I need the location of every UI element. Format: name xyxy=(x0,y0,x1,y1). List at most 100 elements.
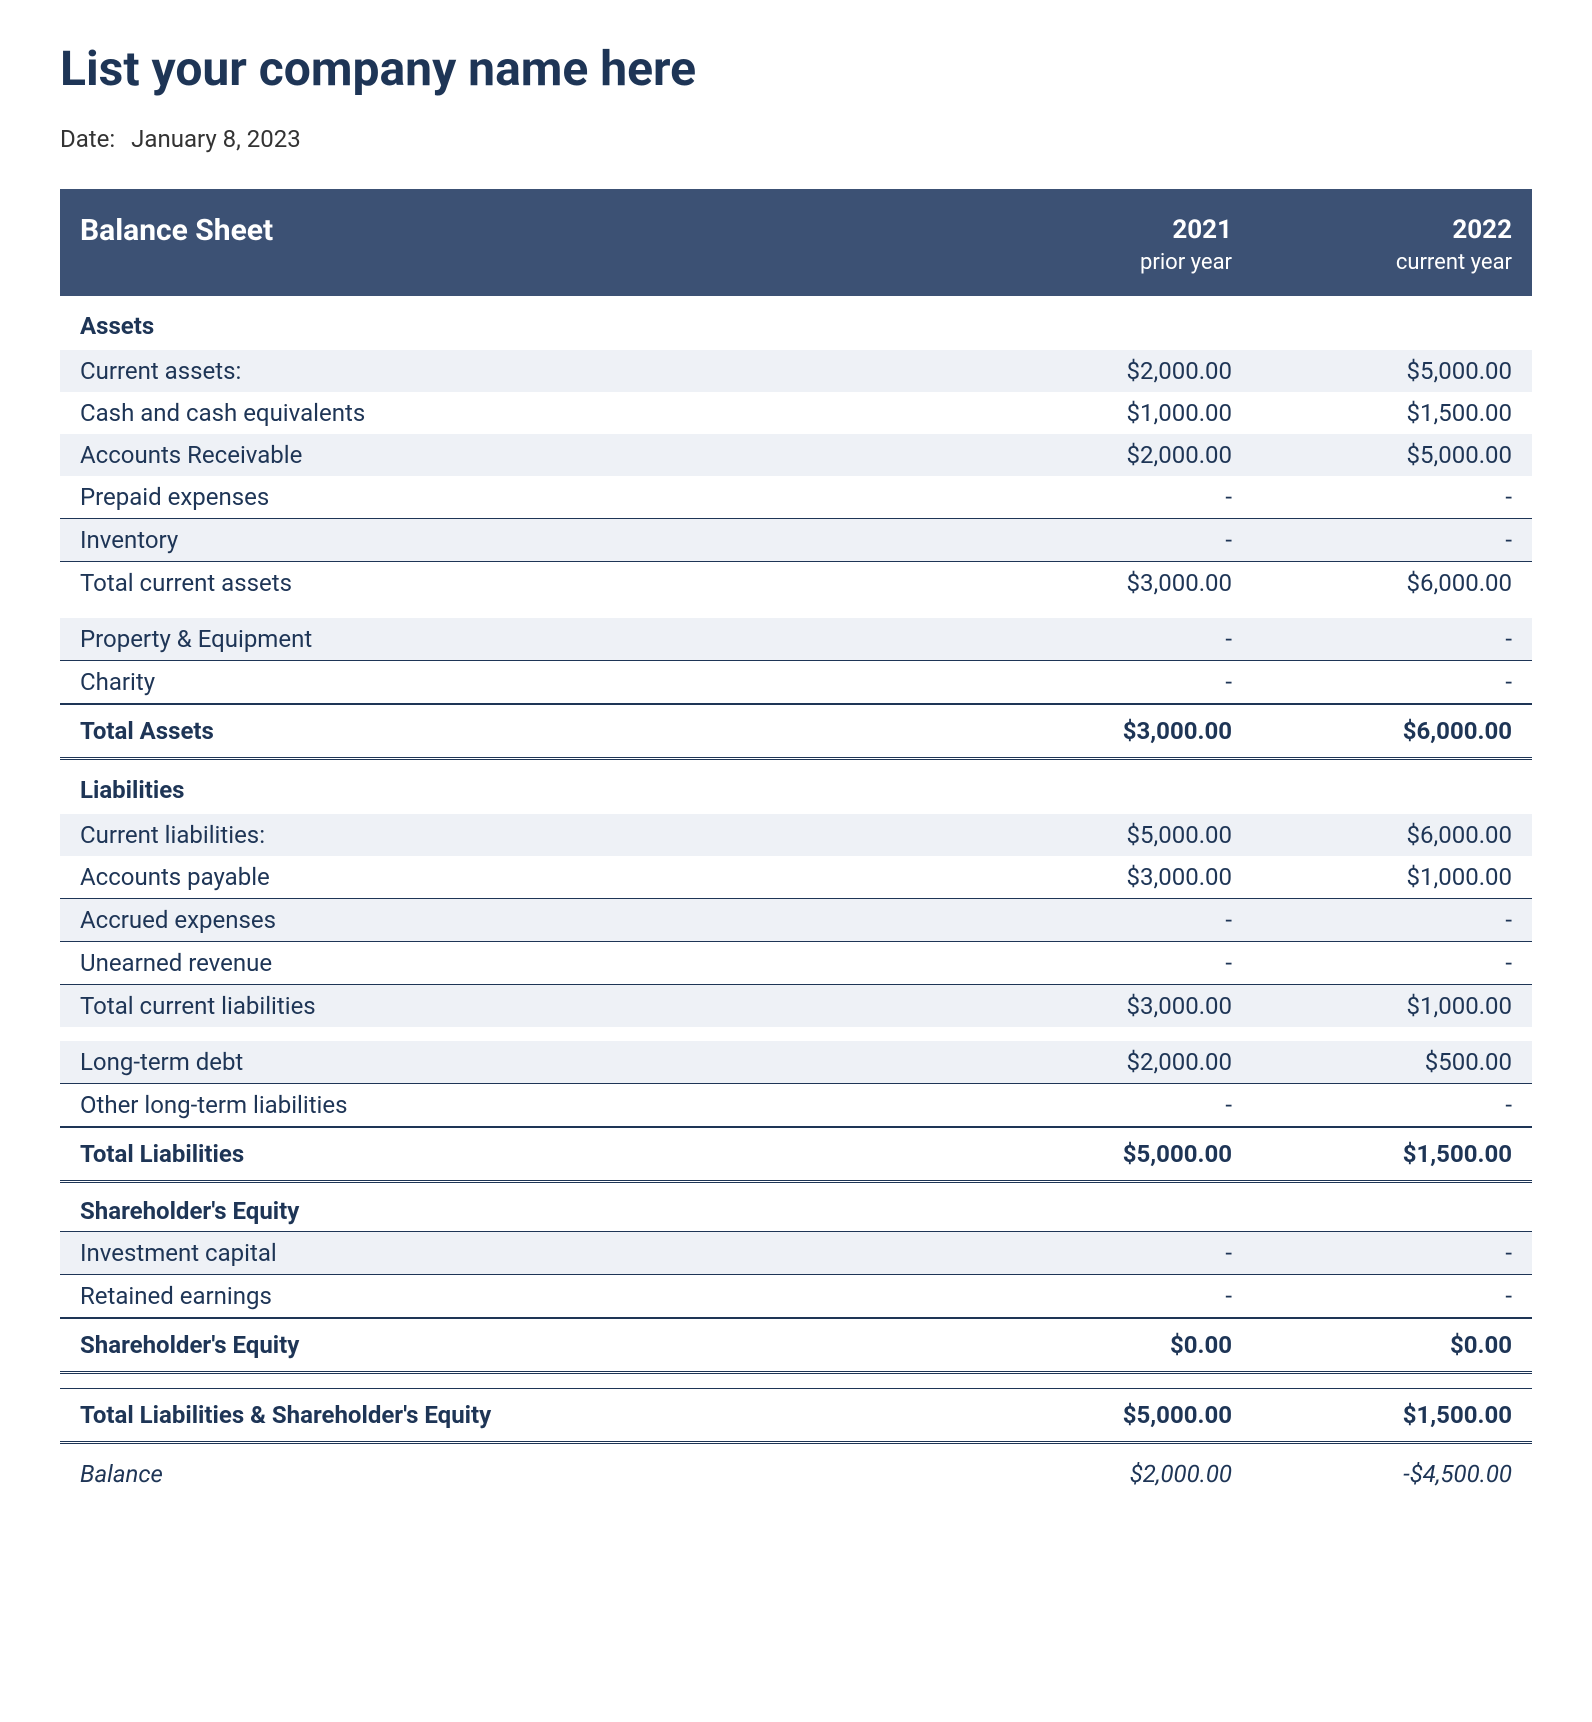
row-y2: $5,000.00 xyxy=(1232,441,1512,469)
table-row: Total current liabilities $3,000.00 $1,0… xyxy=(60,985,1532,1027)
table-row: Current liabilities: $5,000.00 $6,000.00 xyxy=(60,814,1532,856)
table-header: Balance Sheet 2021 prior year 2022 curre… xyxy=(60,189,1532,296)
row-label: Accrued expenses xyxy=(80,906,952,934)
total-assets-row: Total Assets $3,000.00 $6,000.00 xyxy=(60,704,1532,760)
table-row: Accrued expenses - - xyxy=(60,899,1532,942)
date-line: Date: January 8, 2023 xyxy=(60,125,1532,153)
row-label: Total Assets xyxy=(80,717,952,745)
col2-year: 2022 xyxy=(1232,213,1512,248)
row-label: Current assets: xyxy=(80,357,952,385)
table-row: Charity - - xyxy=(60,661,1532,704)
row-label: Investment capital xyxy=(80,1239,952,1267)
row-y2: $0.00 xyxy=(1232,1331,1512,1359)
row-y2: $1,500.00 xyxy=(1232,1140,1512,1168)
row-y1: - xyxy=(952,1282,1232,1310)
col1-year: 2021 xyxy=(952,213,1232,248)
row-y1: - xyxy=(952,949,1232,977)
row-label: Total Liabilities xyxy=(80,1140,952,1168)
balance-sheet-document: List your company name here Date: Januar… xyxy=(60,40,1532,1495)
row-label: Unearned revenue xyxy=(80,949,952,977)
row-y1: $2,000.00 xyxy=(952,1460,1232,1488)
balance-row: Balance $2,000.00 -$4,500.00 xyxy=(60,1444,1532,1495)
table-row: Current assets: $2,000.00 $5,000.00 xyxy=(60,350,1532,392)
row-y1: $0.00 xyxy=(952,1331,1232,1359)
total-liabilities-equity-row: Total Liabilities & Shareholder's Equity… xyxy=(60,1388,1532,1444)
page-title: List your company name here xyxy=(60,40,1532,97)
table-row: Accounts payable $3,000.00 $1,000.00 xyxy=(60,856,1532,899)
col1-sub: prior year xyxy=(952,248,1232,278)
row-y2: $1,000.00 xyxy=(1232,992,1512,1020)
row-y2: - xyxy=(1232,949,1512,977)
date-value: January 8, 2023 xyxy=(131,125,301,153)
row-y1: $3,000.00 xyxy=(952,863,1232,891)
row-label: Balance xyxy=(80,1460,952,1488)
row-label: Charity xyxy=(80,668,952,696)
section-liabilities: Liabilities xyxy=(60,760,1532,814)
row-y1: $5,000.00 xyxy=(952,1401,1232,1429)
row-y2: $1,500.00 xyxy=(1232,399,1512,427)
table-row: Long-term debt $2,000.00 $500.00 xyxy=(60,1041,1532,1084)
table-row: Total current assets $3,000.00 $6,000.00 xyxy=(60,562,1532,604)
col-current-year: 2022 current year xyxy=(1232,213,1512,278)
row-y2: $6,000.00 xyxy=(1232,821,1512,849)
row-y2: - xyxy=(1232,1282,1512,1310)
row-y1: $3,000.00 xyxy=(952,569,1232,597)
table-row: Unearned revenue - - xyxy=(60,942,1532,985)
col-prior-year: 2021 prior year xyxy=(952,213,1232,278)
row-label: Property & Equipment xyxy=(80,625,952,653)
row-label: Prepaid expenses xyxy=(80,483,952,511)
table-row: Retained earnings - - xyxy=(60,1275,1532,1318)
row-y1: $2,000.00 xyxy=(952,357,1232,385)
row-label: Total Liabilities & Shareholder's Equity xyxy=(80,1401,952,1429)
row-y2: $6,000.00 xyxy=(1232,717,1512,745)
row-label: Cash and cash equivalents xyxy=(80,399,952,427)
row-y1: - xyxy=(952,526,1232,554)
row-y2: - xyxy=(1232,483,1512,511)
row-y1: - xyxy=(952,1091,1232,1119)
row-y2: $5,000.00 xyxy=(1232,357,1512,385)
row-y2: - xyxy=(1232,1091,1512,1119)
row-y1: $5,000.00 xyxy=(952,821,1232,849)
row-label: Accounts Receivable xyxy=(80,441,952,469)
row-label: Retained earnings xyxy=(80,1282,952,1310)
row-y1: - xyxy=(952,1239,1232,1267)
row-label: Long-term debt xyxy=(80,1048,952,1076)
row-y1: $2,000.00 xyxy=(952,1048,1232,1076)
section-assets: Assets xyxy=(60,296,1532,350)
table-row: Property & Equipment - - xyxy=(60,618,1532,661)
balance-sheet-table: Balance Sheet 2021 prior year 2022 curre… xyxy=(60,189,1532,1495)
date-label: Date: xyxy=(60,125,115,153)
equity-total-row: Shareholder's Equity $0.00 $0.00 xyxy=(60,1318,1532,1374)
section-equity: Shareholder's Equity xyxy=(60,1183,1532,1232)
equity-heading: Shareholder's Equity xyxy=(80,1197,952,1225)
table-header-title: Balance Sheet xyxy=(80,213,952,248)
row-y2: $1,500.00 xyxy=(1232,1401,1512,1429)
table-row: Investment capital - - xyxy=(60,1232,1532,1275)
row-y1: - xyxy=(952,483,1232,511)
row-y2: - xyxy=(1232,906,1512,934)
row-label: Shareholder's Equity xyxy=(80,1331,952,1359)
row-y1: $3,000.00 xyxy=(952,717,1232,745)
table-row: Accounts Receivable $2,000.00 $5,000.00 xyxy=(60,434,1532,476)
row-y1: $5,000.00 xyxy=(952,1140,1232,1168)
liabilities-heading: Liabilities xyxy=(80,776,952,804)
row-label: Total current liabilities xyxy=(80,992,952,1020)
table-row: Cash and cash equivalents $1,000.00 $1,5… xyxy=(60,392,1532,434)
row-label: Current liabilities: xyxy=(80,821,952,849)
table-row: Other long-term liabilities - - xyxy=(60,1084,1532,1127)
row-y1: - xyxy=(952,668,1232,696)
row-y1: - xyxy=(952,625,1232,653)
row-y2: - xyxy=(1232,668,1512,696)
row-y1: $1,000.00 xyxy=(952,399,1232,427)
row-label: Total current assets xyxy=(80,569,952,597)
table-row: Inventory - - xyxy=(60,519,1532,562)
row-y2: $500.00 xyxy=(1232,1048,1512,1076)
table-row: Prepaid expenses - - xyxy=(60,476,1532,519)
row-y1: - xyxy=(952,906,1232,934)
row-y1: $2,000.00 xyxy=(952,441,1232,469)
total-liabilities-row: Total Liabilities $5,000.00 $1,500.00 xyxy=(60,1127,1532,1183)
row-y2: -$4,500.00 xyxy=(1232,1460,1512,1488)
row-y2: - xyxy=(1232,1239,1512,1267)
row-y1: $3,000.00 xyxy=(952,992,1232,1020)
row-y2: $6,000.00 xyxy=(1232,569,1512,597)
